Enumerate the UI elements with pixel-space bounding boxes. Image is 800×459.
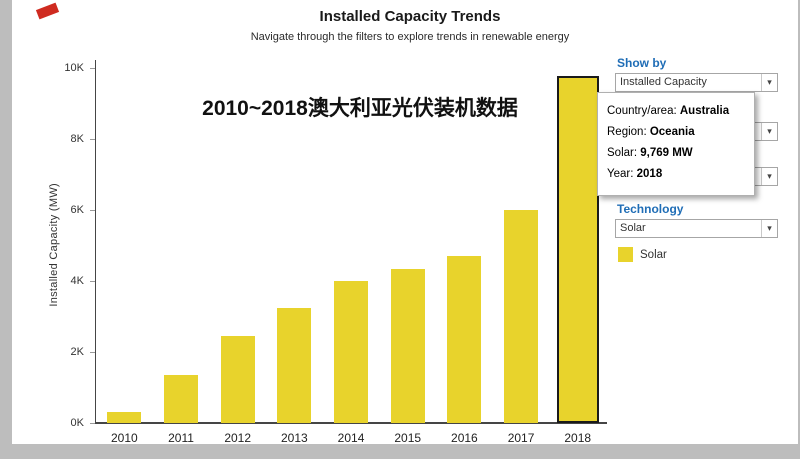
y-tick-label-2K: 2K (70, 346, 84, 358)
bar-2010[interactable] (107, 412, 142, 423)
legend-label-solar[interactable]: Solar (640, 248, 667, 261)
y-tick-label-4K: 4K (70, 275, 84, 287)
legend-swatch-solar (618, 247, 633, 262)
x-axis-label-2012: 2012 (224, 431, 252, 445)
y-tick-label-0K: 0K (70, 417, 84, 429)
bar-slot-2015 (379, 68, 436, 423)
x-axis-label-2015: 2015 (394, 431, 422, 445)
chart-annotation: 2010~2018澳大利亚光伏装机数据 (202, 97, 518, 120)
bar-2018[interactable] (556, 76, 599, 423)
bar-2017[interactable] (504, 210, 539, 423)
bar-slot-2018 (549, 68, 606, 423)
x-axis-label-2017: 2017 (507, 431, 535, 445)
chart-subtitle: Navigate through the filters to explore … (250, 31, 570, 43)
bar-slot-2014 (323, 68, 380, 423)
bar-2012[interactable] (220, 336, 255, 423)
chevron-down-icon[interactable]: ▾ (761, 74, 777, 91)
y-tick-mark (90, 423, 95, 424)
y-tick-mark (90, 68, 95, 69)
show-by-dropdown-value: Installed Capacity (620, 76, 707, 88)
technology-dropdown[interactable]: Solar ▾ (615, 219, 778, 238)
y-tick-label-6K: 6K (70, 204, 84, 216)
bar-2011[interactable] (164, 375, 198, 423)
y-tick-mark (90, 139, 95, 140)
tooltip-row: Region: Oceania (607, 126, 695, 138)
x-axis-label-2011: 2011 (168, 431, 194, 445)
chevron-down-icon[interactable]: ▾ (761, 220, 777, 237)
technology-dropdown-value: Solar (620, 222, 646, 234)
x-axis-labels: 2010 2011 2012 2013 2014 2015 2016 2017 2018 (96, 431, 606, 445)
bar-2015[interactable] (390, 269, 425, 423)
legend: Solar (618, 247, 667, 262)
chevron-down-icon[interactable]: ▾ (761, 168, 777, 185)
x-axis-line (95, 422, 607, 424)
bar-2016[interactable] (447, 256, 482, 423)
bar-slot-2012 (209, 68, 266, 423)
bar-slot-2017 (493, 68, 550, 423)
bar-slot-2010 (96, 68, 153, 423)
y-axis-ticks: 0K 2K 4K 6K 8K 10K (0, 62, 95, 429)
bar-slot-2013 (266, 68, 323, 423)
bar-slot-2016 (436, 68, 493, 423)
y-tick-mark (90, 352, 95, 353)
x-axis-label-2016: 2016 (451, 431, 478, 445)
y-tick-mark (90, 210, 95, 211)
x-axis-label-2014: 2014 (337, 431, 365, 445)
tooltip-row: Solar: 9,769 MW (607, 147, 693, 159)
bar-2014[interactable] (334, 281, 369, 423)
y-tick-label-8K: 8K (70, 133, 84, 145)
bars (96, 68, 606, 423)
bar-2013[interactable] (277, 308, 312, 423)
x-axis-label-2018: 2018 (564, 431, 592, 445)
x-axis-label-2013: 2013 (281, 431, 308, 445)
bar-slot-2011 (153, 68, 210, 423)
y-axis-line (95, 60, 96, 423)
chart-title: Installed Capacity Trends (319, 8, 501, 25)
show-by-label: Show by (617, 56, 667, 70)
y-tick-mark (90, 281, 95, 282)
tooltip-row: Year: 2018 (607, 168, 663, 180)
technology-label: Technology (617, 202, 684, 216)
y-tick-label-10K: 10K (64, 62, 84, 74)
x-axis-label-2010: 2010 (110, 431, 138, 445)
chevron-down-icon[interactable]: ▾ (761, 123, 777, 140)
tooltip-row: Country/area: Australia (607, 105, 730, 117)
tooltip: Country/area: Australia Region: Oceania So… (597, 92, 755, 196)
show-by-dropdown[interactable]: Installed Capacity ▾ (615, 73, 778, 92)
